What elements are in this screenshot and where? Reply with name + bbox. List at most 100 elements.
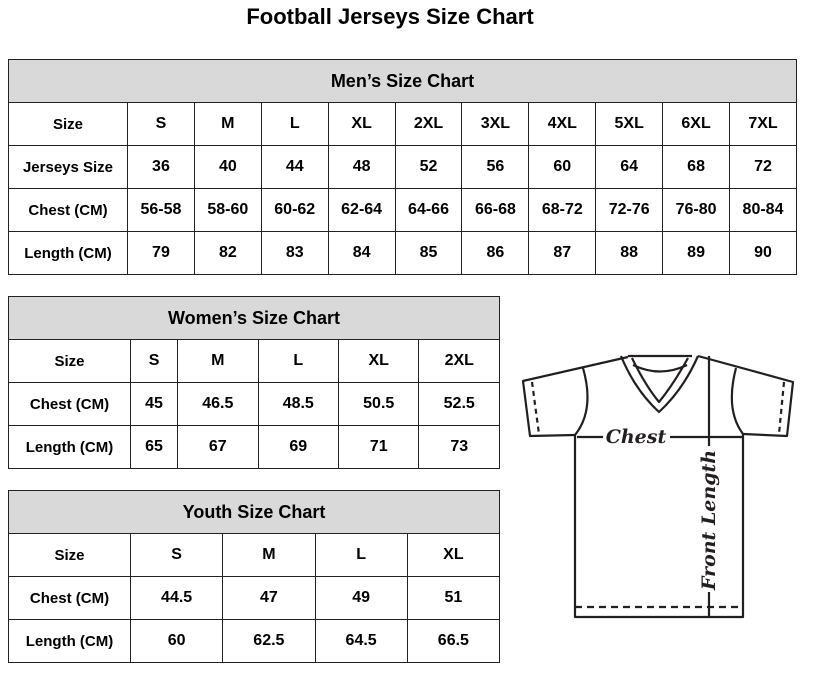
table-row: Size S M L XL 2XL 3XL 4XL 5XL 6XL 7XL <box>8 102 797 146</box>
table-cell: XL <box>406 533 501 577</box>
table-cell: 87 <box>528 231 597 275</box>
table-cell: 69 <box>257 425 340 469</box>
table-cell: M <box>193 102 262 146</box>
table-cell: 40 <box>193 145 262 189</box>
table-cell: 52 <box>394 145 463 189</box>
left-sleeve-seam <box>530 381 541 435</box>
table-cell: 5XL <box>595 102 664 146</box>
front-length-label: Front Length <box>698 450 720 591</box>
table-cell: 89 <box>662 231 731 275</box>
table-cell: L <box>260 102 329 146</box>
table-cell: 67 <box>177 425 259 469</box>
table-title: Youth Size Chart <box>8 490 500 534</box>
table-cell: 4XL <box>528 102 597 146</box>
left-armhole <box>574 367 589 436</box>
table-cell: 7XL <box>729 102 797 146</box>
table-cell: M <box>177 339 259 383</box>
table-cell: 82 <box>193 231 262 275</box>
chest-label: Chest <box>606 426 667 448</box>
table-cell: 72-76 <box>595 188 664 232</box>
table-cell: 71 <box>337 425 420 469</box>
table-cell: 6XL <box>662 102 731 146</box>
collar-outer <box>619 355 700 414</box>
mens-size-table: Men’s Size Chart Size S M L XL 2XL 3XL 4XL 5XL 6XL… <box>8 59 797 275</box>
table-cell: 62-64 <box>327 188 396 232</box>
table-cell: 44.5 <box>129 576 224 620</box>
table-cell: 65 <box>129 425 179 469</box>
table-cell: 50.5 <box>337 382 420 426</box>
table-cell: 3XL <box>461 102 530 146</box>
table-cell: S <box>129 533 224 577</box>
page-title: Football Jerseys Size Chart <box>246 4 534 29</box>
table-cell: S <box>127 102 195 146</box>
table-cell: 68 <box>662 145 731 189</box>
table-cell: 83 <box>260 231 329 275</box>
table-cell: S <box>129 339 179 383</box>
row-label: Chest (CM) <box>8 188 128 232</box>
table-cell: L <box>314 533 408 577</box>
table-cell: 44 <box>260 145 329 189</box>
table-cell: 52.5 <box>418 382 500 426</box>
left-sleeve <box>521 355 629 438</box>
table-cell: 80-84 <box>729 188 797 232</box>
table-cell: 66-68 <box>461 188 530 232</box>
table-cell: 72 <box>729 145 797 189</box>
table-cell: 64-66 <box>394 188 463 232</box>
table-cell: 64 <box>595 145 664 189</box>
table-cell: 2XL <box>418 339 500 383</box>
table-cell: 51 <box>406 576 501 620</box>
body-outline <box>573 434 745 619</box>
table-cell: 46.5 <box>177 382 259 426</box>
table-title: Women’s Size Chart <box>8 296 500 340</box>
table-cell: M <box>222 533 316 577</box>
table-cell: 60 <box>528 145 597 189</box>
table-cell: 68-72 <box>528 188 597 232</box>
table-cell: 86 <box>461 231 530 275</box>
right-sleeve <box>697 354 795 438</box>
right-sleeve-seam <box>777 381 786 435</box>
table-row: Length (CM) 65 67 69 71 73 <box>8 425 500 469</box>
youth-size-table: Youth Size Chart Size S M L XL Chest (CM) 44.5 4… <box>8 490 501 663</box>
table-title: Men’s Size Chart <box>8 59 797 103</box>
row-label: Chest (CM) <box>8 576 131 620</box>
table-cell: 88 <box>595 231 664 275</box>
table-cell: 49 <box>314 576 408 620</box>
right-armhole <box>730 367 744 435</box>
row-label: Jerseys Size <box>8 145 128 189</box>
table-cell: 84 <box>327 231 396 275</box>
collar-band <box>632 364 688 373</box>
row-label: Length (CM) <box>8 425 131 469</box>
row-label: Length (CM) <box>8 619 131 663</box>
table-cell: XL <box>327 102 396 146</box>
table-cell: 56 <box>461 145 530 189</box>
table-row: Jerseys Size 36 40 44 48 52 56 60 64 68 72 <box>8 145 797 189</box>
table-cell: 73 <box>418 425 500 469</box>
table-cell: 56-58 <box>127 188 195 232</box>
row-label: Size <box>8 102 128 146</box>
table-cell: 76-80 <box>662 188 731 232</box>
table-row: Chest (CM) 56-58 58-60 60-62 62-64 64-66 66-68… <box>8 188 797 232</box>
table-cell: 66.5 <box>406 619 501 663</box>
jersey-measurement-diagram: Chest Front Length <box>521 354 795 619</box>
table-cell: 58-60 <box>193 188 262 232</box>
womens-size-table: Women’s Size Chart Size S M L XL 2XL Chest (CM)… <box>8 296 500 469</box>
table-row: Chest (CM) 45 46.5 48.5 50.5 52.5 <box>8 382 500 426</box>
table-row: Chest (CM) 44.5 47 49 51 <box>8 576 501 620</box>
table-cell: 45 <box>129 382 179 426</box>
table-cell: 2XL <box>394 102 463 146</box>
row-label: Size <box>8 533 131 577</box>
table-row: Size S M L XL <box>8 533 501 577</box>
row-label: Chest (CM) <box>8 382 131 426</box>
table-cell: L <box>257 339 340 383</box>
table-row: Length (CM) 60 62.5 64.5 66.5 <box>8 619 501 663</box>
table-cell: 36 <box>127 145 195 189</box>
table-cell: 79 <box>127 231 195 275</box>
table-cell: 60-62 <box>260 188 329 232</box>
table-cell: 47 <box>222 576 316 620</box>
row-label: Size <box>8 339 131 383</box>
table-cell: 90 <box>729 231 797 275</box>
table-row: Size S M L XL 2XL <box>8 339 500 383</box>
table-cell: XL <box>337 339 420 383</box>
table-cell: 62.5 <box>222 619 316 663</box>
table-row: Length (CM) 79 82 83 84 85 86 87 88 89 90 <box>8 231 797 275</box>
